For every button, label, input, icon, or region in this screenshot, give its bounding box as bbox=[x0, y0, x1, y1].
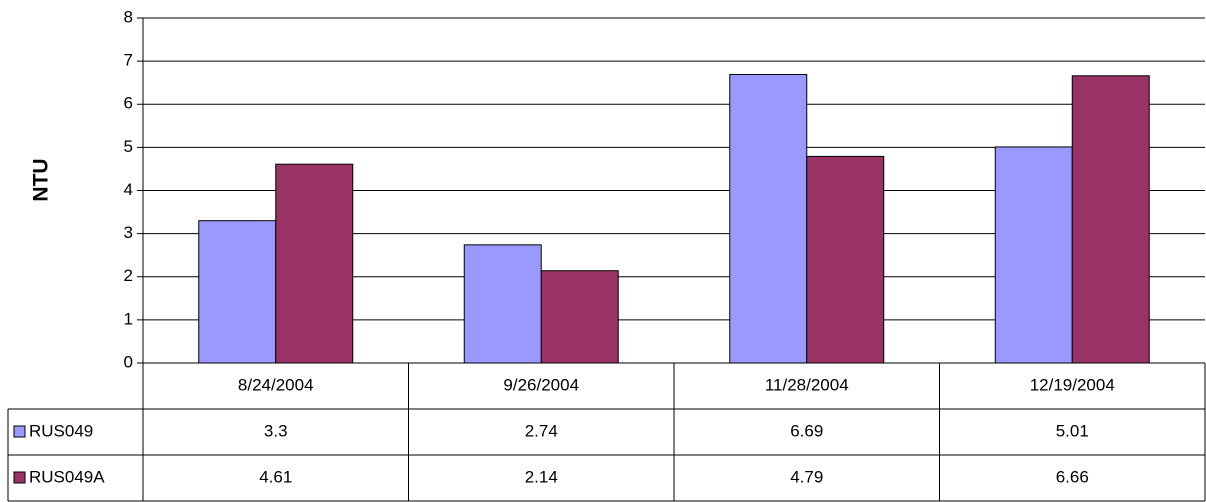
legend-swatch bbox=[13, 425, 26, 438]
bar bbox=[540, 270, 619, 364]
legend-swatch bbox=[13, 471, 26, 484]
table-value: 2.74 bbox=[525, 421, 558, 440]
y-tick-label: 8 bbox=[124, 7, 133, 26]
table-value: 6.69 bbox=[790, 421, 823, 440]
legend-label: RUS049 bbox=[29, 421, 93, 440]
bar bbox=[994, 146, 1073, 364]
table-value: 3.3 bbox=[264, 421, 288, 440]
bar bbox=[463, 244, 542, 364]
y-tick-label: 5 bbox=[124, 137, 133, 156]
x-tick-label: 9/26/2004 bbox=[503, 375, 579, 394]
y-tick-label: 7 bbox=[124, 51, 133, 70]
x-tick-label: 8/24/2004 bbox=[238, 375, 314, 394]
bar bbox=[806, 155, 885, 364]
y-tick-label: 2 bbox=[124, 266, 133, 285]
bar bbox=[729, 73, 808, 364]
y-tick-label: 4 bbox=[124, 180, 133, 199]
y-tick-label: 0 bbox=[124, 352, 133, 371]
table-value: 2.14 bbox=[525, 467, 558, 486]
y-tick-label: 1 bbox=[124, 309, 133, 328]
x-tick-label: 11/28/2004 bbox=[765, 375, 849, 394]
y-tick-label: 6 bbox=[124, 94, 133, 113]
x-tick-label: 12/19/2004 bbox=[1030, 375, 1115, 394]
bar bbox=[198, 220, 277, 364]
y-tick-label: 3 bbox=[124, 223, 133, 242]
table-value: 4.79 bbox=[790, 467, 823, 486]
y-axis-label: NTU bbox=[30, 158, 53, 201]
table-value: 6.66 bbox=[1056, 467, 1089, 486]
table-value: 4.61 bbox=[259, 467, 292, 486]
legend-label: RUS049A bbox=[29, 467, 105, 486]
bar bbox=[275, 163, 354, 364]
table-value: 5.01 bbox=[1056, 421, 1089, 440]
bar bbox=[1071, 75, 1150, 364]
